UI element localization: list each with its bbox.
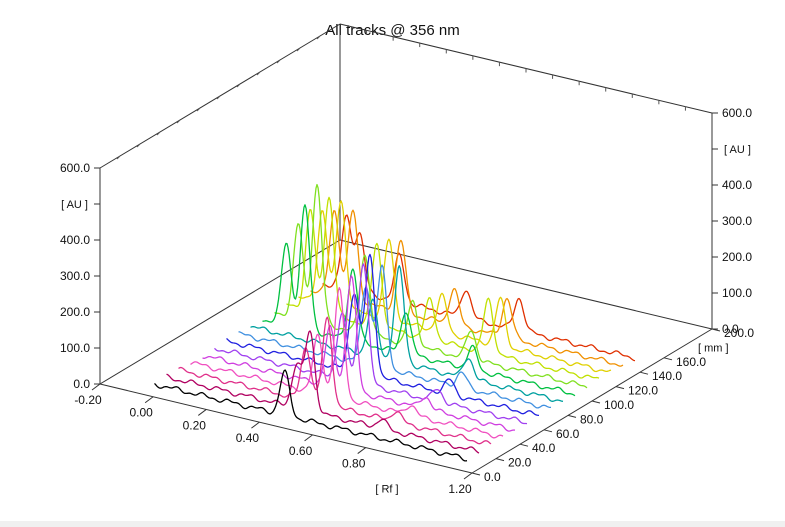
floor-back-edge <box>339 239 713 330</box>
left-au-tick-label: 100.0 <box>60 341 90 355</box>
top-left-minor-tick <box>116 155 121 160</box>
left-au-tick-label: 300.0 <box>60 269 90 283</box>
right-au-tick-label: 100.0 <box>722 286 752 300</box>
mm-tick <box>519 443 529 447</box>
mm-tick-label: 160.0 <box>676 355 706 369</box>
chart-title: All tracks @ 356 nm <box>325 22 460 39</box>
top-left-minor-tick <box>136 143 141 148</box>
right-au-unit-label: [ AU ] <box>724 144 751 156</box>
track-series-line <box>166 330 480 454</box>
mm-unit-label: [ mm ] <box>698 342 729 354</box>
axis-ticks <box>91 30 721 480</box>
top-left-minor-tick <box>216 95 221 100</box>
rf-tick <box>197 409 207 416</box>
right-au-tick-label: 600.0 <box>722 106 752 120</box>
rf-tick <box>304 434 313 442</box>
left-au-tick-label: 600.0 <box>60 161 90 175</box>
rf-axis-line <box>99 383 473 474</box>
track-series-line <box>274 183 588 389</box>
top-left-minor-tick <box>236 83 241 88</box>
rf-tick <box>463 472 473 480</box>
axis-labels: 0.0 100.0 200.0 300.0 400.0 600.0 [ AU ] 0.0 100… <box>60 106 754 496</box>
track-series-group <box>154 183 636 462</box>
top-left-minor-tick <box>316 35 321 40</box>
rf-tick-label: 0.80 <box>342 457 366 471</box>
mm-tick-label: 20.0 <box>508 456 532 470</box>
rf-tick <box>251 421 260 429</box>
mm-tick <box>711 328 721 332</box>
right-au-tick-label: 400.0 <box>722 178 752 192</box>
mm-tick-label: 140.0 <box>652 369 682 383</box>
right-au-tick-label: 200.0 <box>722 250 752 264</box>
rf-tick-label: 1.20 <box>448 482 472 496</box>
mm-tick <box>471 472 481 476</box>
track-series-line <box>262 204 576 397</box>
mm-tick <box>639 371 649 375</box>
top-left-minor-tick <box>156 131 161 136</box>
right-au-tick-label: 0.0 <box>722 322 739 336</box>
track-series-line <box>226 253 540 417</box>
track-series-line <box>250 265 564 403</box>
track-series-line <box>202 275 516 432</box>
mm-tick-label: 100.0 <box>604 398 634 412</box>
top-left-minor-tick <box>176 119 181 124</box>
mm-tick-label: 120.0 <box>628 384 658 398</box>
mm-tick-label: 40.0 <box>532 441 556 455</box>
mm-tick-label: 200.0 <box>724 326 754 340</box>
rf-tick <box>144 396 154 404</box>
rf-tick-label: -0.20 <box>74 393 102 407</box>
mm-tick <box>543 429 553 433</box>
track-series-line <box>298 200 612 373</box>
track-series-line <box>214 263 528 425</box>
mm-tick-label: 80.0 <box>580 412 604 426</box>
track-series-line <box>310 209 624 367</box>
left-au-unit-label: [ AU ] <box>61 199 88 211</box>
mm-tick <box>615 386 625 390</box>
track-series-line <box>286 196 600 379</box>
rf-tick-label: 0.40 <box>236 431 260 445</box>
rf-tick-label: 0.60 <box>289 444 313 458</box>
mm-tick-label: 0.0 <box>484 470 501 484</box>
track-series-line <box>178 316 492 445</box>
rf-tick <box>357 447 367 454</box>
rf-tick-label: 0.20 <box>183 418 207 432</box>
top-left-minor-tick <box>276 59 281 64</box>
top-left-minor-tick <box>296 47 301 52</box>
top-left-minor-tick <box>256 71 261 76</box>
left-au-tick-label: 200.0 <box>60 305 90 319</box>
mm-tick-label: 60.0 <box>556 427 580 441</box>
track-series-line <box>154 369 468 462</box>
footer-bar <box>0 521 785 527</box>
mm-tick <box>495 458 505 462</box>
left-au-tick-label: 0.0 <box>73 377 90 391</box>
right-au-tick-label: 300.0 <box>722 214 752 228</box>
rf-tick <box>91 383 101 391</box>
mm-tick <box>663 357 673 361</box>
mm-tick <box>567 414 577 418</box>
track-series-line <box>190 287 504 439</box>
left-au-tick-label: 400.0 <box>60 233 90 247</box>
rf-unit-label: [ Rf ] <box>375 484 398 496</box>
top-left-minor-tick <box>196 107 201 112</box>
track-series-line <box>238 264 551 409</box>
mm-tick <box>591 400 601 404</box>
rf-tick-label: 0.00 <box>129 406 153 420</box>
